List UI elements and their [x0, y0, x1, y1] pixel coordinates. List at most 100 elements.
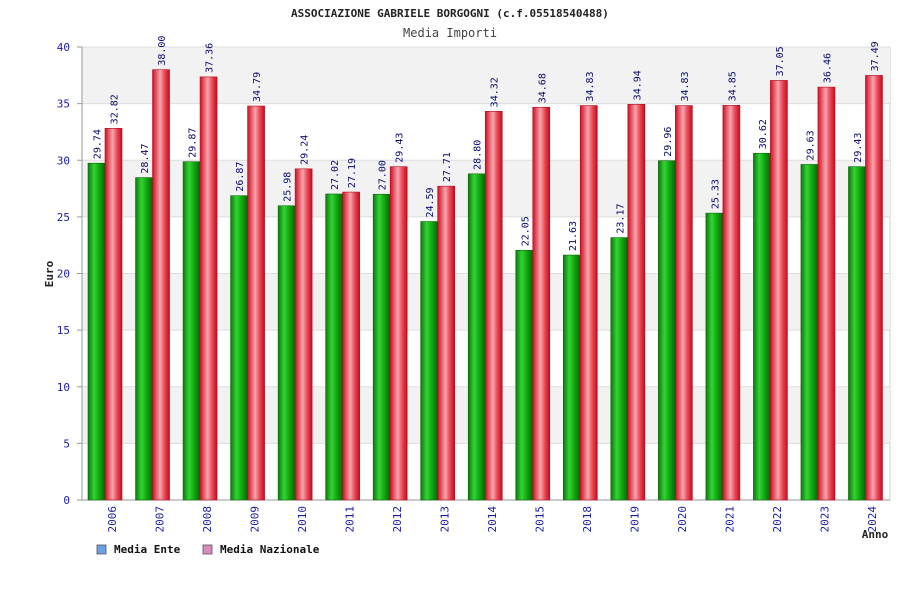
data-label: 29.74 [93, 129, 104, 159]
data-label: 29.43 [395, 133, 406, 163]
data-label: 38.00 [157, 36, 168, 66]
data-label: 29.63 [805, 130, 816, 160]
data-label: 26.87 [235, 162, 246, 192]
x-tick-label: 2006 [106, 506, 119, 533]
x-tick-label: 2011 [343, 506, 356, 533]
data-label: 22.05 [520, 216, 531, 246]
bar-media-nazionale [627, 104, 646, 501]
x-tick-label: 2021 [724, 506, 737, 533]
legend-swatch-media-ente [96, 544, 107, 555]
data-label: 25.33 [710, 179, 721, 209]
data-label: 34.94 [632, 70, 643, 100]
bar-media-ente [800, 164, 819, 501]
y-axis-label: Euro [43, 260, 56, 287]
legend-label-media-ente: Media Ente [114, 543, 181, 556]
data-label: 34.83 [585, 71, 596, 101]
bar-media-ente [87, 162, 106, 501]
y-tick-label: 0 [63, 494, 70, 507]
y-tick-label: 35 [57, 98, 70, 111]
bar-media-ente [515, 249, 534, 501]
data-label: 34.83 [680, 71, 691, 101]
bar-media-nazionale [389, 166, 408, 501]
data-label: 29.87 [188, 128, 199, 158]
bar-media-ente [610, 237, 629, 501]
bar-media-nazionale [342, 191, 360, 501]
y-tick-label: 30 [57, 154, 70, 167]
data-label: 27.00 [378, 160, 389, 190]
bar-media-ente [372, 193, 391, 501]
bar-media-nazionale [484, 111, 503, 501]
data-labels: 29.74 32.82 28.47 38.00 29.87 37.36 26.87 34.79… [93, 36, 881, 251]
bar-media-ente [135, 177, 153, 501]
data-label: 28.47 [140, 143, 151, 173]
bar-media-nazionale [770, 80, 788, 501]
x-tick-label: 2009 [248, 506, 261, 533]
y-tick-label: 15 [57, 324, 70, 337]
data-label: 30.62 [758, 119, 769, 149]
chart-title: ASSOCIAZIONE GABRIELE BORGOGNI (c.f.0551… [291, 7, 609, 20]
x-tick-label: 2020 [676, 506, 689, 533]
data-label: 29.43 [853, 133, 864, 163]
legend-swatch-media-nazionale [202, 544, 213, 555]
chart-subtitle: Media Importi [403, 26, 497, 40]
x-tick-label: 2010 [296, 506, 309, 533]
x-tick-label: 2014 [486, 506, 499, 533]
data-label: 27.02 [330, 160, 341, 190]
y-tick-label: 10 [57, 381, 70, 394]
bar-media-nazionale [199, 76, 218, 501]
bar-media-nazionale [865, 75, 883, 501]
bar-media-nazionale [152, 69, 170, 501]
y-tick-label: 40 [57, 41, 70, 54]
bar-media-nazionale [675, 105, 693, 501]
data-label: 29.96 [663, 127, 674, 157]
x-tick-label: 2024 [866, 506, 879, 533]
x-tick-label: 2019 [629, 506, 642, 533]
bar-media-ente [277, 205, 296, 501]
bar-media-ente [420, 221, 439, 501]
x-tick-label: 2013 [438, 506, 451, 533]
bar-media-nazionale [437, 185, 456, 501]
bar-media-ente [325, 193, 343, 501]
bar-media-ente [658, 160, 676, 501]
data-label: 23.17 [615, 203, 626, 233]
bar-media-ente [562, 254, 581, 501]
x-tick-label: 2023 [819, 506, 832, 533]
y-axis-ticks: 0 5 10 15 20 25 30 35 40 [57, 41, 70, 507]
x-axis-label: Anno [862, 528, 889, 541]
data-label: 32.82 [110, 94, 121, 124]
y-tick-label: 20 [57, 268, 70, 281]
x-tick-label: 2008 [201, 506, 214, 533]
data-label: 25.98 [283, 172, 294, 202]
data-label: 34.79 [252, 72, 263, 102]
legend-label-media-nazionale: Media Nazionale [220, 543, 320, 556]
bar-media-ente [705, 212, 724, 501]
bar-media-nazionale [722, 105, 741, 501]
bar-media-ente [230, 195, 248, 501]
bars [87, 69, 883, 501]
data-label: 27.19 [347, 158, 358, 188]
legend: Media Ente Media Nazionale [96, 543, 320, 556]
bar-media-nazionale [247, 105, 265, 501]
data-label: 37.49 [870, 41, 881, 71]
data-label: 24.59 [425, 187, 436, 217]
x-axis-ticks: 2006 2007 2008 2009 2010 2011 2012 2013 2014 2015… [106, 506, 879, 533]
data-label: 21.63 [568, 221, 579, 251]
data-label: 28.80 [473, 140, 484, 170]
data-label: 37.05 [775, 46, 786, 76]
data-label: 37.36 [205, 43, 216, 73]
bar-media-ente [182, 161, 201, 501]
bar-media-nazionale [294, 168, 313, 501]
bar-media-ente [753, 152, 771, 501]
data-label: 34.32 [490, 77, 501, 107]
x-tick-label: 2018 [581, 506, 594, 533]
x-tick-label: 2007 [153, 506, 166, 533]
data-label: 34.85 [727, 71, 738, 101]
bar-media-nazionale [104, 128, 123, 501]
data-label: 27.71 [442, 152, 453, 182]
data-label: 36.46 [822, 53, 833, 83]
x-tick-label: 2022 [771, 506, 784, 533]
bar-media-nazionale [579, 105, 598, 501]
y-tick-label: 25 [57, 211, 70, 224]
x-tick-label: 2012 [391, 506, 404, 533]
